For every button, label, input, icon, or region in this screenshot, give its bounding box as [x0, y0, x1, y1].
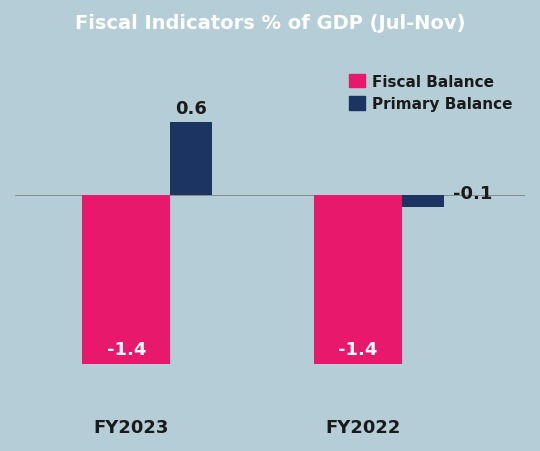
Text: -1.4: -1.4 — [106, 341, 146, 359]
Text: -1.4: -1.4 — [339, 341, 378, 359]
Bar — [402, 195, 444, 207]
Text: -0.1: -0.1 — [453, 184, 492, 202]
Bar — [314, 195, 402, 365]
Bar — [170, 123, 212, 195]
Text: 0.6: 0.6 — [176, 100, 207, 118]
Bar — [82, 195, 170, 365]
Text: Fiscal Indicators % of GDP (Jul-Nov): Fiscal Indicators % of GDP (Jul-Nov) — [75, 14, 465, 33]
Legend: Fiscal Balance, Primary Balance: Fiscal Balance, Primary Balance — [345, 70, 517, 117]
